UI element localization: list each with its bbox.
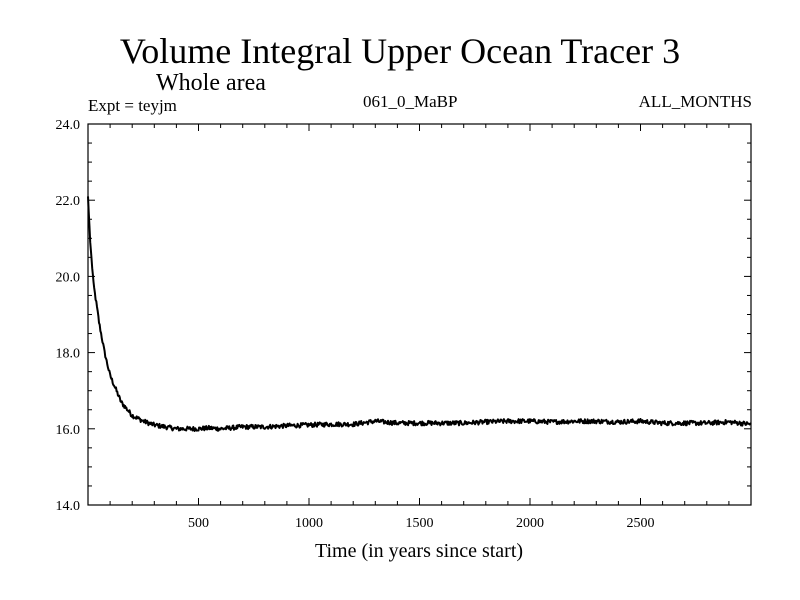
y-tick-label: 18.0	[56, 347, 81, 362]
x-tick-label: 2500	[627, 516, 655, 531]
y-tick-label: 22.0	[56, 194, 81, 209]
x-tick-label: 500	[188, 516, 209, 531]
x-axis-title: Time (in years since start)	[315, 540, 523, 562]
series-layer	[87, 196, 752, 432]
y-tick-label: 24.0	[56, 118, 81, 133]
series-line	[87, 196, 752, 432]
axis-ticks: 14.0 16.0 18.0 20.0 22.0 24.0 500 1000 1500 2000 2…	[56, 118, 751, 531]
chart-title: Volume Integral Upper Ocean Tracer 3	[119, 31, 681, 71]
y-tick-label: 16.0	[56, 423, 81, 438]
y-tick-label: 20.0	[56, 270, 81, 285]
months-label: ALL_MONTHS	[638, 92, 752, 111]
plot-frame	[87, 123, 752, 506]
period-label: 061_0_MaBP	[363, 92, 458, 111]
y-tick-label: 14.0	[56, 499, 81, 514]
x-tick-label: 2000	[516, 516, 544, 531]
experiment-label: Expt = teyjm	[88, 96, 177, 115]
chart-subtitle: Whole area	[156, 70, 266, 96]
x-tick-label: 1000	[295, 516, 323, 531]
x-tick-label: 1500	[406, 516, 434, 531]
